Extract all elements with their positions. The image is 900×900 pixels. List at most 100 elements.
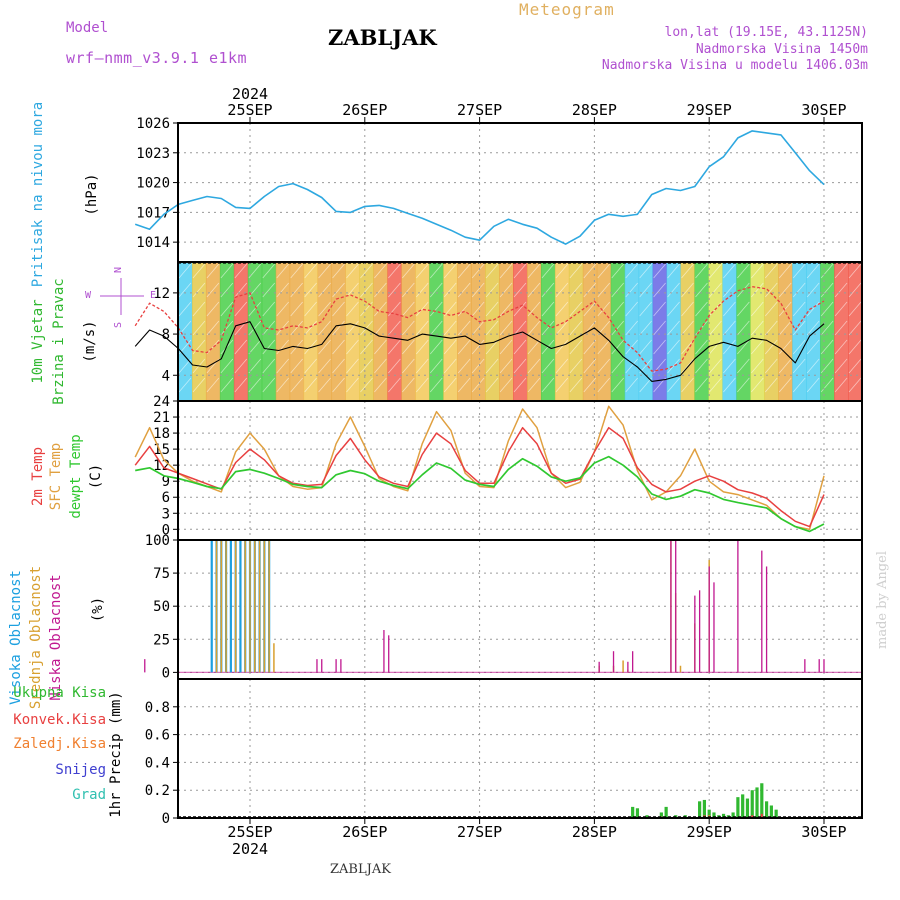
wind-barb xyxy=(764,320,778,336)
elevation-label: Nadmorska Visina 1450m xyxy=(695,42,868,57)
wind-barb xyxy=(834,339,848,355)
wind-band xyxy=(624,262,640,401)
wind-barb xyxy=(639,301,652,317)
total-precip-bar xyxy=(721,813,726,818)
wind-barb xyxy=(583,339,597,355)
ytick-label-pressure: 1026 xyxy=(136,116,170,132)
wind-barb xyxy=(192,320,206,336)
wind-barb xyxy=(374,377,387,393)
total-precip-bar xyxy=(731,812,735,818)
ytick-label-temperature: 18 xyxy=(153,426,170,442)
wind-barb xyxy=(206,263,220,279)
wind-barb xyxy=(611,358,624,374)
low-cloud-bar xyxy=(632,651,634,673)
ytick-label-clouds: 0 xyxy=(162,665,170,681)
wind-barb xyxy=(388,301,401,317)
wind-band xyxy=(373,262,388,401)
wind-barb xyxy=(834,282,848,298)
station-title: ZABLJAK xyxy=(328,25,437,50)
wind-barb xyxy=(737,358,750,374)
wind-barb xyxy=(471,282,485,298)
wind-barb xyxy=(555,301,569,317)
precip-legend-item: Zaledj.Kisa xyxy=(13,736,106,752)
wind-barb xyxy=(695,377,708,393)
wind-barb xyxy=(346,301,359,317)
mid-cloud-bar xyxy=(234,540,237,673)
wind-barb xyxy=(681,358,694,374)
x-label-bottom: 25SEP xyxy=(227,823,272,841)
wind-barb xyxy=(681,301,694,317)
wind-barb xyxy=(751,263,764,279)
panel-bg-pressure xyxy=(178,123,862,262)
wind-barb xyxy=(332,263,345,279)
wind-barb xyxy=(220,377,234,393)
wind-barb xyxy=(597,339,611,355)
ytick-label-wind: 4 xyxy=(162,368,170,384)
axis-labels-layer: 1014101710201023102648120369121518212402… xyxy=(8,85,890,858)
wind-barb xyxy=(332,339,345,355)
ytick-label-pressure: 1023 xyxy=(136,146,170,162)
wind-barb xyxy=(541,377,555,393)
wind-barb xyxy=(485,358,499,374)
wind-barb xyxy=(220,320,234,336)
wind-barb xyxy=(834,358,848,374)
wind-barb xyxy=(429,263,443,279)
low-cloud-bar xyxy=(708,566,710,673)
wind-barb xyxy=(360,282,373,298)
wind-band xyxy=(205,262,221,401)
wind-barb xyxy=(723,282,736,298)
wind-barb xyxy=(695,339,708,355)
ytick-label-clouds: 100 xyxy=(145,533,170,549)
wind-barb xyxy=(262,263,276,279)
wind-barb xyxy=(625,358,638,374)
wind-barb xyxy=(416,358,429,374)
wind-barb xyxy=(513,339,527,355)
wind-barb xyxy=(778,339,792,355)
wind-barb xyxy=(206,377,220,393)
panel-bg-temperature xyxy=(178,401,862,540)
total-precip-bar xyxy=(760,783,764,818)
total-precip-bar xyxy=(664,806,668,818)
wind-barb xyxy=(639,377,652,393)
wind-barb xyxy=(374,320,387,336)
wind-barb xyxy=(276,377,289,393)
mid-cloud-bar xyxy=(263,540,266,673)
low-cloud-bar xyxy=(761,550,763,673)
wind-barb xyxy=(527,263,541,279)
wind-barb xyxy=(374,339,387,355)
pressure-line xyxy=(134,130,825,245)
watermark: made by Angel xyxy=(875,551,890,649)
wind-barb xyxy=(764,377,778,393)
x-label-bottom: 30SEP xyxy=(801,823,846,841)
wind-barb xyxy=(639,282,652,298)
wind-barb xyxy=(499,282,513,298)
wind-barb xyxy=(499,263,513,279)
wind-barb xyxy=(541,263,555,279)
wind-barb xyxy=(206,301,220,317)
wind-barb xyxy=(611,263,624,279)
wind-barb xyxy=(402,301,415,317)
wind-barb xyxy=(416,339,429,355)
wind-band xyxy=(750,262,765,401)
wind-band xyxy=(387,262,402,401)
wind-barb xyxy=(346,377,359,393)
total-precip-bar xyxy=(707,809,711,818)
wind-barb xyxy=(709,282,722,298)
mid-cloud-bar xyxy=(254,540,256,673)
mid-cloud-bar xyxy=(215,540,218,673)
sfc-temp-line xyxy=(134,405,825,531)
wind-barb xyxy=(304,377,317,393)
wind-barb xyxy=(527,377,541,393)
wind-barb xyxy=(234,282,248,298)
wind-barb xyxy=(555,358,569,374)
wind-barb xyxy=(695,282,708,298)
wind-subtitle: Brzina i Pravac xyxy=(51,278,67,404)
wind-barb xyxy=(443,377,457,393)
wind-barb xyxy=(290,358,303,374)
compass-w: W xyxy=(85,290,92,301)
wind-barb xyxy=(737,339,750,355)
wind-barb xyxy=(751,282,764,298)
total-precip-bar xyxy=(741,794,745,818)
wind-barb xyxy=(667,282,680,298)
wind-barb xyxy=(471,377,485,393)
